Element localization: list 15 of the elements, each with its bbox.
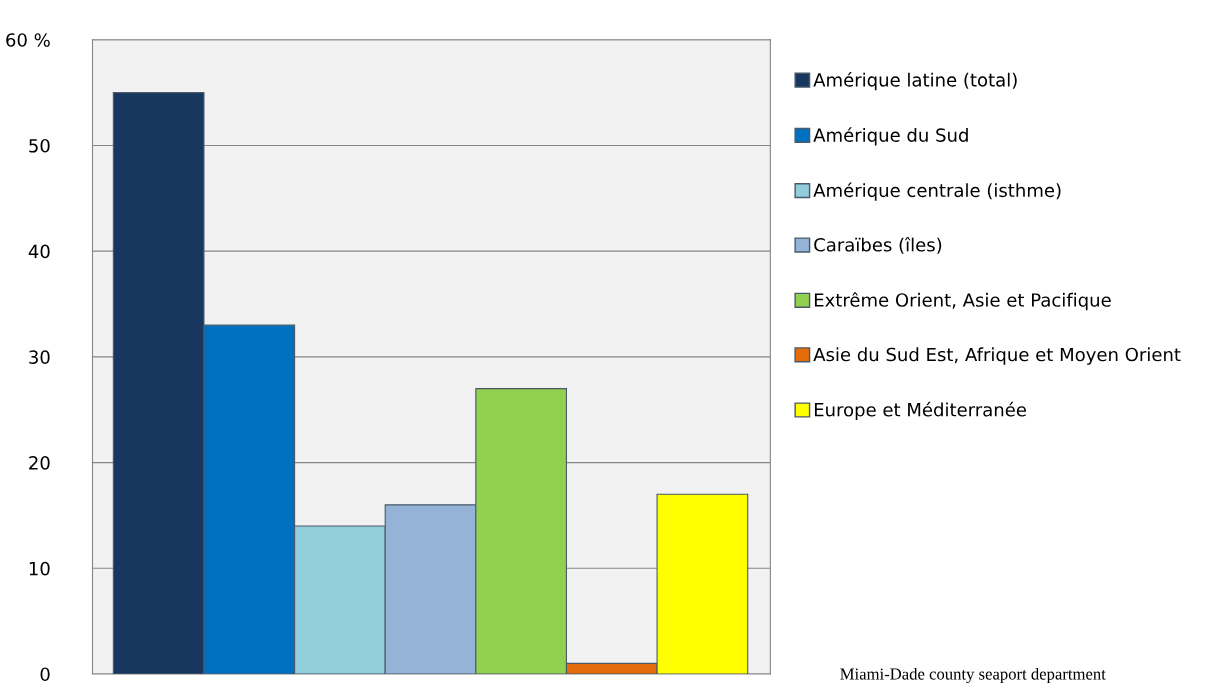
y-tick-label: 20 bbox=[29, 456, 50, 470]
y-tick-label: 50 bbox=[29, 138, 50, 153]
legend-label: Caraïbes (îles) bbox=[814, 236, 942, 254]
y-tick-label: 30 bbox=[29, 350, 50, 364]
legend-label: Amérique centrale (isthme) bbox=[813, 182, 1061, 201]
y-tick-label: 10 bbox=[29, 561, 50, 576]
legend-label: Amérique latine (total) bbox=[813, 72, 1017, 91]
y-tick-label: 40 bbox=[28, 244, 50, 259]
legend-label: Extrême Orient, Asie et Pacifique bbox=[814, 292, 1111, 311]
text: Miami-Dade county seaport department bbox=[840, 667, 1106, 684]
y-tick-label: 0 bbox=[40, 667, 50, 682]
legend-label: Europe et Méditerranée bbox=[814, 401, 1026, 421]
legend-label: Amérique du Sud bbox=[813, 127, 968, 146]
y-tick-label: 60 % bbox=[6, 33, 50, 47]
legend-label: Asie du Sud Est, Afrique et Moyen Orient bbox=[813, 347, 1181, 365]
